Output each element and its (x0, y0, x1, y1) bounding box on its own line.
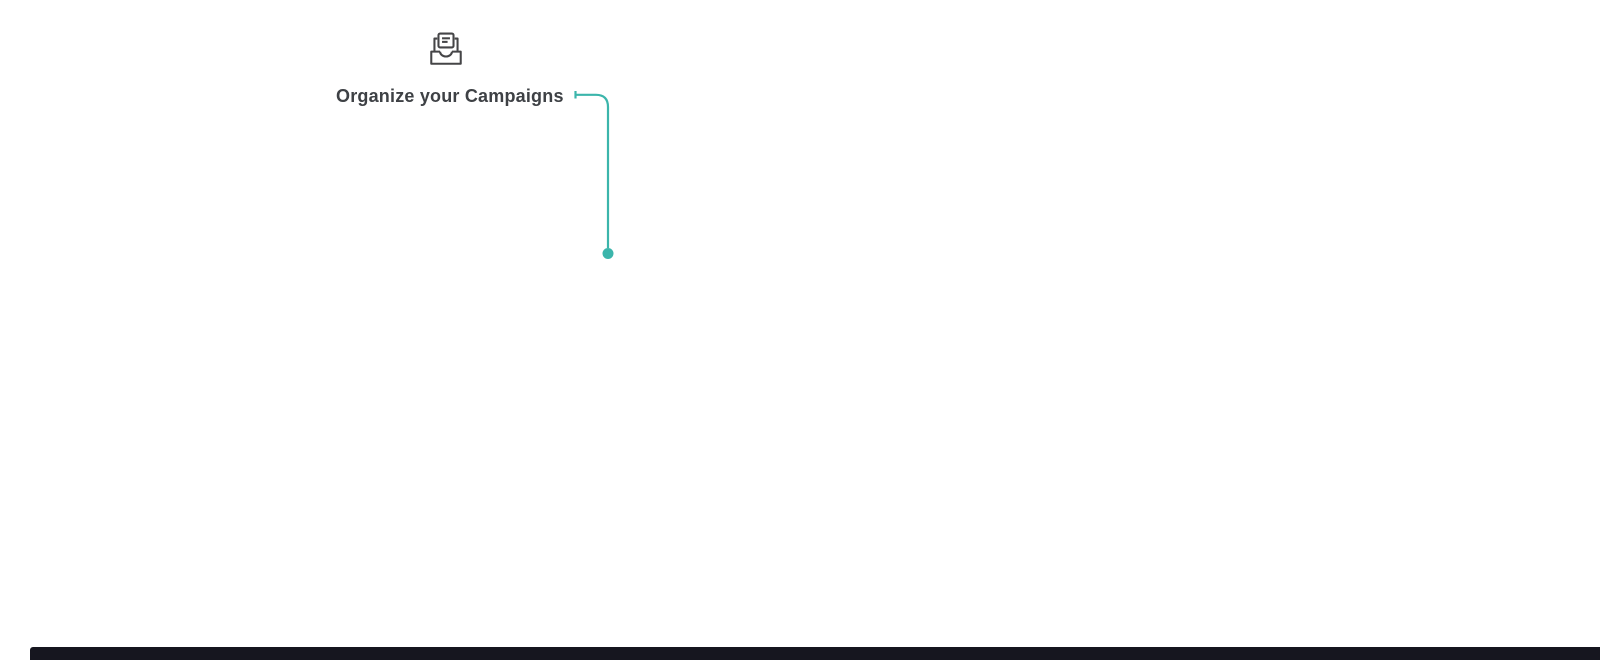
footer-bar (30, 647, 1600, 660)
onboarding-step-callout: Organize your Campaigns (336, 30, 564, 107)
onboarding-step-label: Organize your Campaigns (336, 86, 564, 106)
campaigns-inbox-icon (427, 30, 465, 68)
connector-elbow-line (574, 91, 614, 259)
connector-end-dot (602, 248, 614, 259)
connector-path (575, 93, 610, 248)
